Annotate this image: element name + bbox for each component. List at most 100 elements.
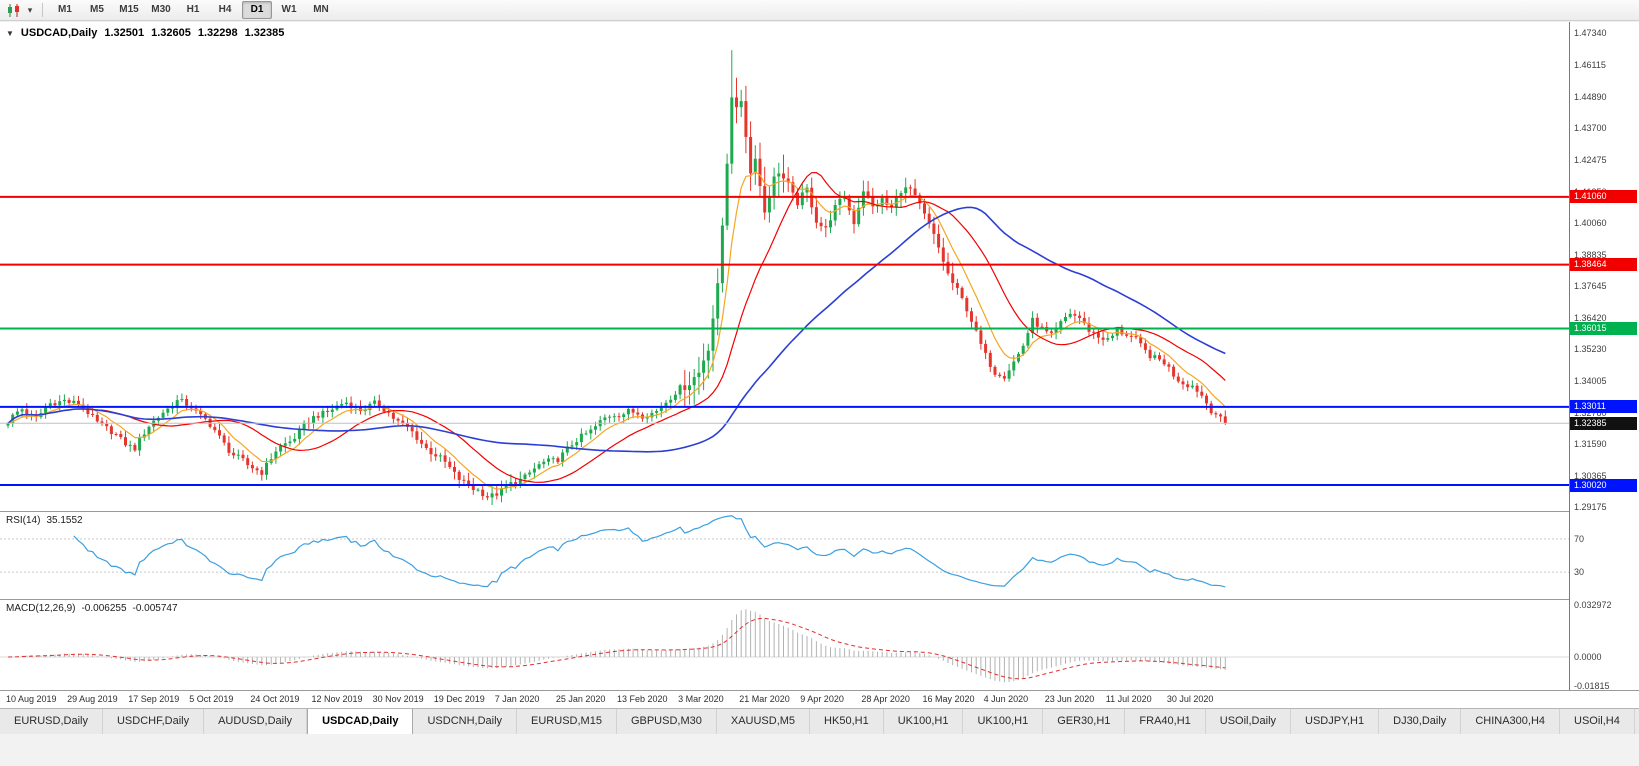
expand-triangle-icon[interactable]: ▼ <box>6 28 14 38</box>
price-axis-label: 1.36420 <box>1574 312 1607 323</box>
rsi-panel-canvas[interactable] <box>0 512 1569 599</box>
timeframe-toolbar: ▾ M1 M5 M15 M30 H1 H4 D1 W1 MN <box>0 0 1639 21</box>
price-axis-label: 1.47340 <box>1574 28 1607 38</box>
chart-tab-xauusd-m5[interactable]: XAUUSD,M5 <box>716 709 811 734</box>
horizontal-levels[interactable] <box>0 195 1569 486</box>
price-axis-label: 1.42475 <box>1574 154 1607 165</box>
chart-tab-eurusd-daily[interactable]: EURUSD,Daily <box>0 709 103 734</box>
current-price-tag: 1.32385 <box>1570 416 1637 430</box>
price-axis-label: 1.44890 <box>1574 91 1607 102</box>
timeframe-button-d1[interactable]: D1 <box>242 1 272 19</box>
level-price-tag: 1.41060 <box>1570 190 1637 204</box>
chart-tab-uk100-h1[interactable]: UK100,H1 <box>883 709 964 734</box>
macd-panel-canvas[interactable] <box>0 600 1569 690</box>
date-axis-label: 28 Apr 2020 <box>861 694 910 704</box>
time-axis: 10 Aug 2019 29 Aug 2019 17 Sep 2019 5 Oct 2… <box>0 691 1639 708</box>
chart-header: ▼ USDCAD,Daily 1.32501 1.32605 1.32298 1… <box>6 27 284 39</box>
macd-axis-label: 0.0000 <box>1574 652 1602 662</box>
caret-down-icon[interactable]: ▾ <box>27 4 33 15</box>
candlesticks <box>6 50 1227 505</box>
date-axis-label: 4 Jun 2020 <box>983 694 1029 704</box>
chart-tab-china300-h4[interactable]: CHINA300,H4 <box>1461 709 1561 734</box>
price-chart-canvas[interactable] <box>0 22 1569 511</box>
date-axis-label: 10 Aug 2019 <box>6 694 57 704</box>
timeframe-button-h1[interactable]: H1 <box>186 4 200 15</box>
macd-histogram <box>12 609 1226 683</box>
macd-axis-label: 0.032972 <box>1574 600 1612 610</box>
date-axis-label: 19 Dec 2019 <box>433 694 485 704</box>
date-axis-label: 16 May 2020 <box>922 694 975 704</box>
macd-name: MACD(12,26,9) <box>6 603 76 614</box>
chart-tabs-bar: EURUSD,Daily USDCHF,Daily AUDUSD,Daily USDC… <box>0 708 1639 734</box>
ma-medium-line <box>7 171 1226 483</box>
ma-fast-line <box>7 171 1226 490</box>
panel-separator[interactable] <box>0 599 1639 600</box>
toolbar-separator <box>42 3 43 17</box>
date-axis-label: 29 Aug 2019 <box>67 694 118 704</box>
level-price-tag: 1.30020 <box>1570 478 1637 492</box>
timeframe-button-mn[interactable]: MN <box>313 4 329 15</box>
macd-label: MACD(12,26,9) -0.006255 -0.005747 <box>6 603 178 614</box>
ohlc-low: 1.32298 <box>197 27 238 39</box>
macd-axis-label: -0.01815 <box>1574 680 1610 691</box>
time-axis-line <box>0 690 1639 691</box>
chart-tab-ger30-h1[interactable]: GER30,H1 <box>1043 709 1126 734</box>
chart-tab-usoil-daily[interactable]: USOil,Daily <box>1205 709 1292 734</box>
panel-separator[interactable] <box>0 511 1639 512</box>
chart-tab-usoil-h4[interactable]: USOil,H4 <box>1560 709 1635 734</box>
timeframe-button-m15[interactable]: M15 <box>119 4 139 15</box>
chart-tab-hk50-h1[interactable]: HK50,H1 <box>810 709 884 734</box>
chart-tab-dj30-daily[interactable]: DJ30,Daily <box>1379 709 1462 734</box>
chart-window: ▼ USDCAD,Daily 1.32501 1.32605 1.32298 1… <box>0 22 1639 708</box>
level-price-tag: 1.38464 <box>1570 258 1637 272</box>
level-price-tag: 1.33011 <box>1570 400 1637 414</box>
ma-slow-line <box>7 206 1226 453</box>
price-axis-label: 1.34005 <box>1574 376 1607 386</box>
chart-tab-audusd-daily[interactable]: AUDUSD,Daily <box>204 709 308 734</box>
macd-signal-line <box>7 617 1226 680</box>
rsi-axis-label: 70 <box>1574 533 1585 544</box>
price-axis-label: 1.31590 <box>1574 439 1607 449</box>
date-axis-label: 23 Jun 2020 <box>1044 694 1095 704</box>
timeframe-button-m5[interactable]: M5 <box>90 4 104 15</box>
price-axis-label: 1.37645 <box>1574 281 1607 291</box>
chart-tab-usdchf-daily[interactable]: USDCHF,Daily <box>102 709 205 734</box>
date-axis-label: 13 Feb 2020 <box>617 694 668 704</box>
timeframe-button-m30[interactable]: M30 <box>151 4 171 15</box>
ohlc-high: 1.32605 <box>151 27 191 39</box>
level-price-tag: 1.36015 <box>1570 322 1637 335</box>
date-axis-label: 9 Apr 2020 <box>800 694 844 704</box>
date-axis-label: 21 Mar 2020 <box>739 694 790 704</box>
ohlc-open: 1.32501 <box>104 27 145 39</box>
price-axis-label: 1.30365 <box>1574 470 1607 481</box>
rsi-line <box>73 515 1226 588</box>
rsi-axis-label: 30 <box>1574 567 1585 578</box>
candlestick-chart-icon[interactable] <box>5 3 23 18</box>
ohlc-close: 1.32385 <box>244 27 285 39</box>
status-strip <box>0 734 1639 766</box>
chart-tab-usdjpy-h1[interactable]: USDJPY,H1 <box>1291 709 1380 734</box>
chart-tab-usdcad-daily[interactable]: USDCAD,Daily <box>307 709 414 734</box>
price-axis: 1.473401.461151.448901.437001.424751.412… <box>1569 22 1639 691</box>
timeframe-buttons: M1 M5 M15 M30 H1 H4 D1 W1 MN <box>50 1 336 19</box>
date-axis-label: 17 Sep 2019 <box>128 694 180 704</box>
rsi-label: RSI(14) 35.1552 <box>6 515 83 526</box>
chart-tab-eurusd-m15[interactable]: EURUSD,M15 <box>517 709 617 734</box>
timeframe-button-h4[interactable]: H4 <box>218 4 232 15</box>
price-axis-label: 1.46115 <box>1574 60 1606 70</box>
date-axis-label: 11 Jul 2020 <box>1105 694 1152 704</box>
chart-tab-uk100-h1[interactable]: UK100,H1 <box>963 709 1044 734</box>
date-axis-label: 5 Oct 2019 <box>189 694 234 704</box>
date-axis-label: 3 Mar 2020 <box>678 694 724 704</box>
chart-tab-fra40-h1[interactable]: FRA40,H1 <box>1125 709 1206 734</box>
price-axis-label: 1.29175 <box>1574 502 1607 512</box>
rsi-name: RSI(14) <box>6 515 41 526</box>
chart-tab-gbpusd-m30[interactable]: GBPUSD,M30 <box>616 709 717 734</box>
macd-value: -0.006255 <box>81 603 127 614</box>
timeframe-button-m1[interactable]: M1 <box>58 4 72 15</box>
date-axis-label: 7 Jan 2020 <box>494 694 540 704</box>
chart-tab-usdcnh-daily[interactable]: USDCNH,Daily <box>413 709 518 734</box>
timeframe-button-w1[interactable]: W1 <box>281 4 297 15</box>
price-axis-label: 1.38835 <box>1574 249 1607 260</box>
rsi-value: 35.1552 <box>46 515 83 526</box>
